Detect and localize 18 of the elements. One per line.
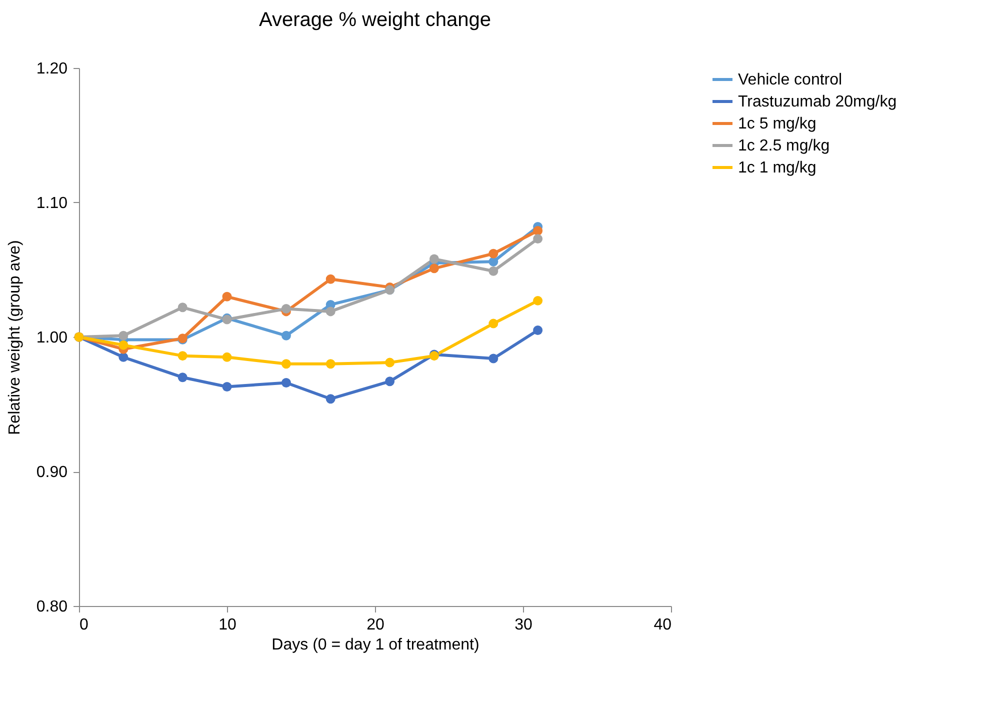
chart-title: Average % weight change	[258, 9, 492, 31]
legend-label: 1c 1 mg/kg	[738, 160, 816, 176]
x-axis-title: Days (0 = day 1 of treatment)	[272, 636, 480, 654]
y-axis-title: Relative weight (group ave)	[6, 240, 24, 435]
y-tick-label: 0.80	[36, 598, 68, 616]
x-tick-label: 40	[654, 616, 672, 634]
legend-label: 1c 2.5 mg/kg	[738, 138, 830, 154]
x-tick-label: 10	[218, 616, 236, 634]
y-tick-label: 1.20	[36, 60, 68, 78]
x-tick-label: 20	[366, 616, 384, 634]
x-tick-label: 30	[514, 616, 532, 634]
legend-label: 1c 5 mg/kg	[738, 116, 816, 132]
legend-label: Trastuzumab 20mg/kg	[738, 94, 897, 110]
x-tick-label: 0	[80, 616, 88, 634]
y-tick-label: 0.90	[36, 464, 68, 481]
legend-label: Vehicle control	[738, 72, 842, 88]
y-tick-label: 1.00	[36, 330, 68, 346]
y-tick-label: 1.10	[36, 195, 68, 212]
